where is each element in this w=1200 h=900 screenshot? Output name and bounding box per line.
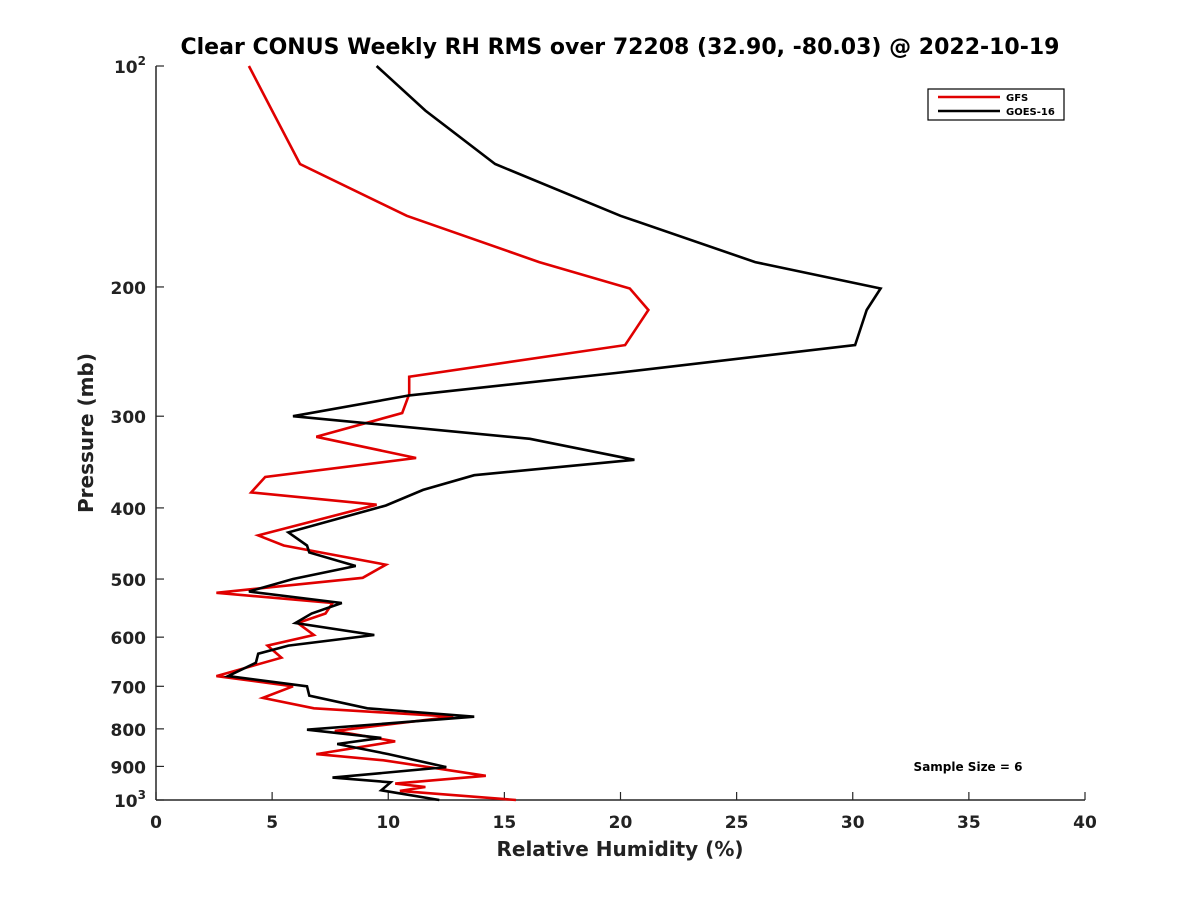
x-ticks: 0 5 10 15 20 25 30 35 40: [150, 792, 1097, 833]
y-ticks: 102 200 300 400 500 600 700 800 900 103: [111, 54, 164, 812]
chart-title: Clear CONUS Weekly RH RMS over 72208 (32…: [181, 35, 1060, 60]
legend-label: GFS: [1006, 93, 1028, 104]
legend-box: [927, 88, 1065, 121]
y-tick-label: 102: [114, 54, 146, 78]
series-line-goes-16: [223, 65, 883, 802]
x-tick-label: 25: [725, 813, 749, 833]
y-tick-label: 103: [114, 788, 146, 812]
series-lines: [216, 65, 883, 802]
y-axis-label: Pressure (mb): [74, 353, 98, 513]
y-tick-label: 600: [111, 629, 147, 649]
y-tick-label: 500: [111, 571, 147, 591]
x-axis-label: Relative Humidity (%): [496, 837, 743, 861]
sample-size-annotation: Sample Size = 6: [914, 760, 1023, 774]
x-tick-label: 20: [609, 813, 633, 833]
y-tick-label: 800: [111, 721, 147, 741]
x-tick-label: 15: [493, 813, 517, 833]
y-tick-label: 900: [111, 758, 147, 778]
x-tick-label: 10: [376, 813, 400, 833]
x-tick-label: 5: [266, 813, 278, 833]
y-tick-label: 400: [111, 500, 147, 520]
y-tick-label: 200: [111, 279, 147, 299]
y-tick-label: 300: [111, 408, 147, 428]
x-tick-label: 35: [957, 813, 981, 833]
x-tick-label: 0: [150, 813, 162, 833]
x-tick-label: 30: [841, 813, 865, 833]
x-tick-label: 40: [1073, 813, 1097, 833]
legend: GFS GOES-16: [927, 88, 1065, 121]
series-line-gfs: [216, 65, 651, 802]
legend-label: GOES-16: [1006, 107, 1055, 118]
y-tick-label: 700: [111, 678, 147, 698]
